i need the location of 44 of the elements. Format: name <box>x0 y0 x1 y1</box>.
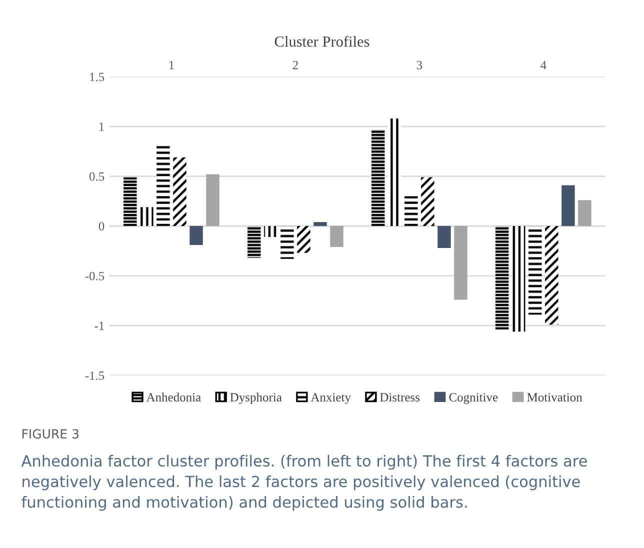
bar <box>388 118 402 226</box>
bar <box>404 196 418 226</box>
bar <box>140 207 154 226</box>
y-tick-label: -0.5 <box>85 272 104 280</box>
y-tick-label: -1.5 <box>85 371 104 380</box>
bar <box>124 177 137 226</box>
bar <box>280 226 294 259</box>
text: Anhedonia factor cluster profiles. (from left to right) The first 4 factors are negatively valenced. The last 2 factors are positively valenced (cognitive functioning and motivation) and depicted using solid bars. <box>21 454 587 511</box>
bar <box>454 226 468 300</box>
legend-label: Dysphoria <box>230 392 282 404</box>
bar <box>330 226 344 247</box>
y-tick-label: 1 <box>99 122 104 131</box>
bar <box>512 226 526 332</box>
legend-label: Motivation <box>527 393 582 402</box>
legend-label: Anhedonia <box>146 392 201 402</box>
bar <box>156 145 170 226</box>
bar <box>264 226 278 237</box>
bar <box>578 200 592 226</box>
bar <box>562 185 575 226</box>
y-tick-label: 0 <box>98 222 104 231</box>
bar <box>421 177 434 226</box>
bar <box>495 226 509 330</box>
bar <box>528 226 542 315</box>
bar <box>248 226 261 258</box>
bar <box>314 222 327 226</box>
bar <box>206 174 220 226</box>
caption: FIGURE 3 <box>22 429 78 439</box>
bar <box>371 129 385 226</box>
y-tick-label: -1 <box>94 322 104 330</box>
y-tick-label: 0.5 <box>89 172 104 181</box>
chart-title: Cluster Profiles <box>274 36 370 47</box>
bar <box>173 157 186 226</box>
legend-label: Cognitive <box>449 393 498 404</box>
bar <box>297 226 310 253</box>
x-tick-label: 4 <box>540 60 546 70</box>
x-tick-label: 3 <box>416 60 422 70</box>
bar <box>438 226 451 248</box>
bar <box>190 226 203 245</box>
y-tick-label: 1.5 <box>90 72 104 82</box>
x-tick-label: 2 <box>292 60 298 70</box>
x-tick-label: 1 <box>169 60 174 70</box>
legend-label: Distress <box>380 393 420 402</box>
legend-label: Anxiety <box>310 393 351 404</box>
bar <box>545 226 558 325</box>
